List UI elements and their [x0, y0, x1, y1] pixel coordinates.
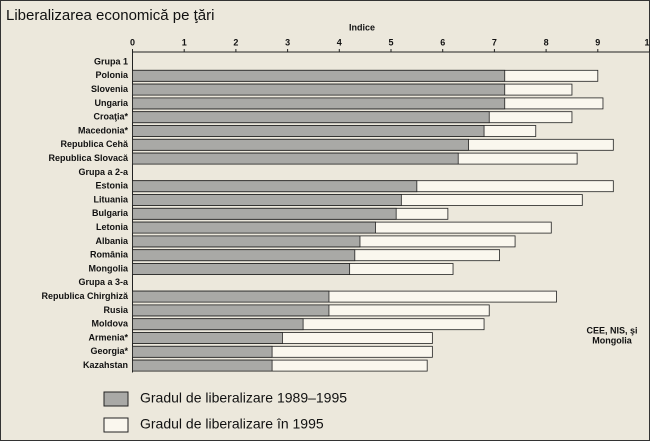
bar	[132, 318, 304, 331]
bar	[132, 152, 459, 165]
y-tick-label: Grupa a 3-a	[78, 277, 129, 287]
chart-title: Liberalizarea economică pe ţări	[6, 7, 214, 24]
legend-label: Gradul de liberalizare în 1995	[140, 416, 324, 432]
bar	[132, 290, 330, 303]
x-tick-label: 2	[233, 37, 238, 47]
bar	[132, 207, 397, 220]
legend-swatch	[103, 417, 129, 433]
x-tick-label: 0	[130, 37, 135, 47]
bar	[132, 235, 361, 248]
bar	[132, 221, 376, 234]
bar	[132, 249, 356, 262]
bar	[132, 138, 469, 151]
y-tick-label: Republica Slovacă	[48, 153, 129, 163]
bar	[132, 304, 330, 317]
bar	[132, 180, 418, 193]
bar	[132, 332, 283, 344]
bar	[132, 194, 402, 206]
y-tick-label: Ungaria	[94, 98, 129, 108]
y-tick-label: Macedonia*	[78, 125, 129, 135]
y-tick-label: Albania	[95, 236, 129, 246]
bar	[132, 263, 351, 275]
y-tick-label: Rusia	[103, 305, 129, 315]
y-tick-label: Grupa 1	[94, 56, 128, 66]
bar	[132, 83, 506, 96]
bar	[132, 125, 485, 137]
bar	[132, 111, 490, 124]
y-tick-label: Mongolia	[89, 263, 129, 273]
x-tick-label: 4	[337, 37, 342, 47]
y-tick-label: România	[90, 250, 129, 260]
x-tick-label: 3	[285, 37, 290, 47]
y-tick-label: Republica Cehă	[60, 139, 129, 149]
y-tick-label: Georgia*	[90, 346, 128, 356]
x-tick-label: 8	[544, 37, 549, 47]
y-tick-label: Letonia	[96, 222, 129, 232]
x-tick-label: 10	[644, 37, 650, 47]
x-tick-label: 9	[595, 37, 600, 47]
x-tick-label: 1	[182, 37, 187, 47]
x-tick-label: 6	[440, 37, 445, 47]
axis-title: Indice	[349, 22, 375, 32]
y-tick-label: Republica Chirghiză	[41, 291, 129, 301]
y-tick-label: Lituania	[93, 194, 128, 204]
y-tick-label: Grupa a 2-a	[78, 167, 129, 177]
bar	[132, 69, 506, 82]
y-tick-label: Slovenia	[91, 84, 129, 94]
y-tick-label: Estonia	[95, 181, 129, 191]
annotation: CEE, NIS, şi	[586, 325, 637, 335]
legend-label: Gradul de liberalizare 1989–1995	[140, 390, 347, 406]
y-tick-label: Moldova	[91, 319, 128, 329]
bar	[132, 359, 273, 372]
y-tick-label: Kazahstan	[83, 360, 128, 370]
bar	[132, 345, 273, 358]
bar	[132, 97, 506, 110]
y-tick-label: Armenia*	[88, 332, 128, 342]
x-tick-label: 7	[492, 37, 497, 47]
annotation: Mongolia	[592, 335, 632, 345]
y-tick-label: Polonia	[95, 70, 128, 80]
x-tick-label: 5	[388, 37, 393, 47]
y-tick-label: Bulgaria	[92, 208, 129, 218]
y-tick-label: Croaţia*	[93, 112, 128, 122]
legend-swatch	[103, 391, 129, 407]
